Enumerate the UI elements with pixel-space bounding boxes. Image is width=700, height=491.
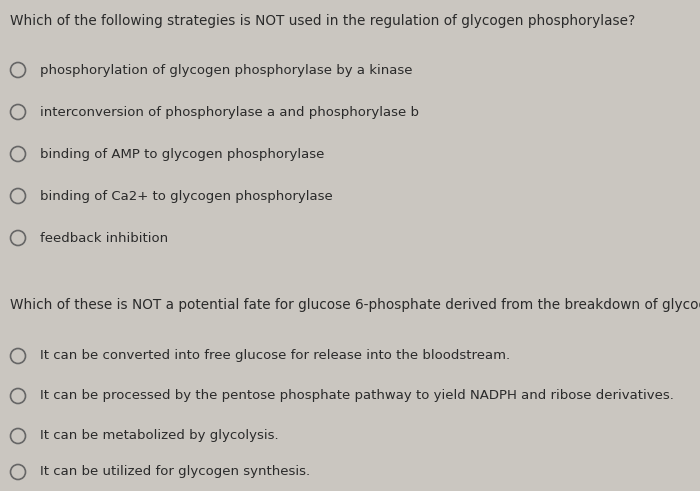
Text: phosphorylation of glycogen phosphorylase by a kinase: phosphorylation of glycogen phosphorylas… xyxy=(40,63,412,77)
Text: binding of AMP to glycogen phosphorylase: binding of AMP to glycogen phosphorylase xyxy=(40,147,324,161)
Text: binding of Ca2+ to glycogen phosphorylase: binding of Ca2+ to glycogen phosphorylas… xyxy=(40,190,332,202)
Text: It can be processed by the pentose phosphate pathway to yield NADPH and ribose d: It can be processed by the pentose phosp… xyxy=(40,389,674,403)
Text: Which of the following strategies is NOT used in the regulation of glycogen phos: Which of the following strategies is NOT… xyxy=(10,14,636,28)
Text: feedback inhibition: feedback inhibition xyxy=(40,231,168,245)
Text: It can be metabolized by glycolysis.: It can be metabolized by glycolysis. xyxy=(40,430,279,442)
Text: It can be utilized for glycogen synthesis.: It can be utilized for glycogen synthesi… xyxy=(40,465,310,479)
Text: Which of these is NOT a potential fate for glucose 6-phosphate derived from the : Which of these is NOT a potential fate f… xyxy=(10,298,700,312)
Text: It can be converted into free glucose for release into the bloodstream.: It can be converted into free glucose fo… xyxy=(40,350,510,362)
Text: interconversion of phosphorylase a and phosphorylase b: interconversion of phosphorylase a and p… xyxy=(40,106,419,118)
